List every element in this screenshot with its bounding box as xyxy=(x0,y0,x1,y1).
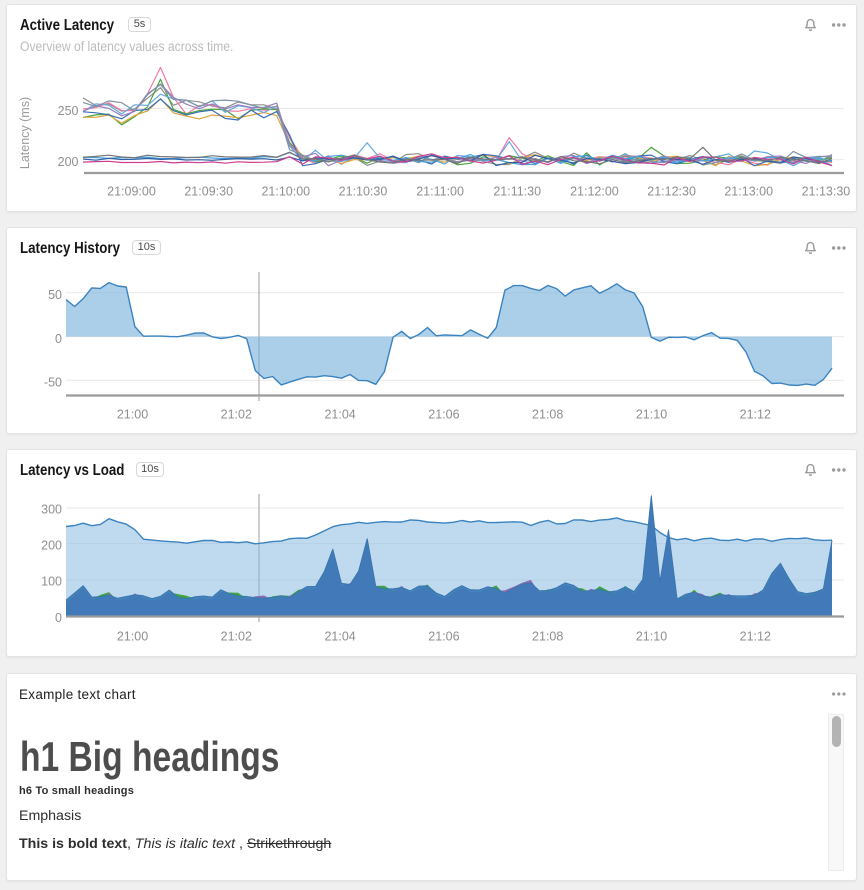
svg-text:-50: -50 xyxy=(44,376,62,390)
svg-text:21:12: 21:12 xyxy=(740,408,771,422)
svg-text:21:00: 21:00 xyxy=(117,630,148,644)
svg-text:21:12: 21:12 xyxy=(740,630,771,644)
svg-text:300: 300 xyxy=(41,503,62,517)
svg-text:0: 0 xyxy=(55,332,62,346)
svg-text:21:08: 21:08 xyxy=(532,408,563,422)
svg-text:21:02: 21:02 xyxy=(221,630,252,644)
svg-text:21:08: 21:08 xyxy=(532,630,563,644)
svg-text:21:10:00: 21:10:00 xyxy=(261,185,310,199)
svg-text:21:06: 21:06 xyxy=(428,408,459,422)
svg-text:250: 250 xyxy=(58,104,79,118)
svg-text:200: 200 xyxy=(58,155,79,169)
svg-text:21:12:30: 21:12:30 xyxy=(647,185,696,199)
svg-text:21:04: 21:04 xyxy=(324,408,355,422)
svg-text:50: 50 xyxy=(48,288,62,302)
svg-text:21:10: 21:10 xyxy=(636,630,667,644)
svg-text:21:11:00: 21:11:00 xyxy=(416,185,464,199)
svg-text:21:10:30: 21:10:30 xyxy=(339,185,388,199)
svg-text:21:06: 21:06 xyxy=(428,630,459,644)
svg-text:21:13:00: 21:13:00 xyxy=(724,185,773,199)
svg-text:0: 0 xyxy=(55,611,62,625)
svg-text:21:11:30: 21:11:30 xyxy=(493,185,541,199)
svg-text:Latency (ms): Latency (ms) xyxy=(18,97,32,169)
svg-text:21:09:30: 21:09:30 xyxy=(184,185,233,199)
svg-text:200: 200 xyxy=(41,538,62,552)
svg-text:21:02: 21:02 xyxy=(221,408,252,422)
svg-text:21:00: 21:00 xyxy=(117,408,148,422)
svg-text:21:10: 21:10 xyxy=(636,408,667,422)
svg-text:21:04: 21:04 xyxy=(324,630,355,644)
svg-text:21:12:00: 21:12:00 xyxy=(570,185,619,199)
svg-text:21:13:30: 21:13:30 xyxy=(802,185,851,199)
svg-text:21:09:00: 21:09:00 xyxy=(107,185,156,199)
svg-text:100: 100 xyxy=(41,575,62,589)
